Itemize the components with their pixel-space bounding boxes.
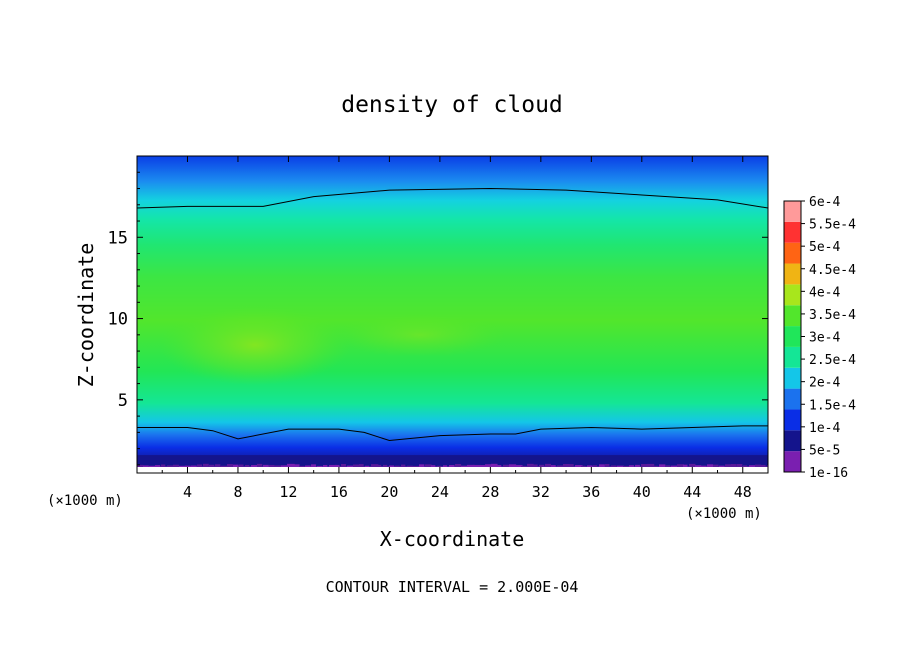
- colorbar-label: 3.5e-4: [809, 308, 856, 323]
- y-axis: 5 10 15: [108, 171, 768, 466]
- colorbar-label: 3e-4: [809, 331, 840, 346]
- colorbar-swatch: [784, 451, 801, 472]
- x-tick-label: 16: [330, 483, 348, 501]
- x-tick-label: 24: [431, 483, 449, 501]
- colorbar-label: 1.5e-4: [809, 398, 856, 413]
- contour-interval-note: CONTOUR INTERVAL = 2.000E-04: [326, 578, 579, 596]
- density-max-region: [160, 305, 350, 385]
- colorbar-swatch: [784, 284, 801, 306]
- x-tick-label: 8: [233, 483, 242, 501]
- contour-line-0: [137, 187, 768, 209]
- plot-area: [137, 156, 768, 473]
- y-tick-label: 5: [118, 391, 128, 411]
- surface-speck: [521, 465, 527, 469]
- colorbar-swatch: [784, 201, 801, 222]
- colorbar-label: 4e-4: [809, 285, 840, 300]
- x-tick-label: 48: [734, 483, 752, 501]
- x-tick-label: 20: [380, 483, 398, 501]
- colorbar-swatch: [784, 388, 801, 410]
- x-tick-label: 4: [183, 483, 192, 501]
- colorbar-label: 5e-5: [809, 443, 840, 458]
- colorbar-swatch: [784, 326, 801, 347]
- surface-speck: [317, 465, 323, 468]
- colorbar-label: 1e-4: [809, 421, 840, 436]
- x-tick-label: 40: [633, 483, 651, 501]
- plot-frame: [136, 155, 769, 474]
- x-unit-left: (×1000 m): [47, 493, 123, 509]
- contour-line-1: [137, 425, 768, 442]
- colorbar-swatch: [784, 367, 801, 389]
- colorbar-label: 6e-4: [809, 195, 840, 210]
- colorbar-label: 2e-4: [809, 376, 840, 391]
- colorbar-swatch: [784, 346, 801, 368]
- ground-gap: [137, 467, 768, 473]
- x-axis: 4 8 12 16 20 24 28 32 36 40 44 48: [161, 156, 752, 501]
- surface-speck: [299, 465, 305, 469]
- surface-speck: [623, 465, 630, 469]
- density-secondary-region: [335, 313, 505, 357]
- colorbar-label: 5e-4: [809, 240, 840, 255]
- surface-speck: [179, 465, 187, 469]
- colorbar-swatch: [784, 409, 801, 431]
- contour-lines: [137, 187, 768, 442]
- colorbar-label: 2.5e-4: [809, 353, 856, 368]
- surface-speck: [413, 465, 421, 468]
- x-axis-label: X-coordinate: [380, 527, 525, 551]
- colorbar-swatch: [784, 242, 801, 264]
- x-tick-label: 32: [532, 483, 550, 501]
- colorbar: 1e-16 5e-5 1e-4 1.5e-4 2e-4 2.5e-4 3e-4 3.5e-4 4…: [783, 195, 856, 481]
- chart-title: density of cloud: [341, 92, 563, 118]
- y-tick-label: 15: [108, 228, 128, 248]
- y-axis-label: Z-coordinate: [74, 243, 98, 388]
- y-tick-label: 10: [108, 310, 128, 330]
- surface-layer: [137, 455, 768, 473]
- x-tick-label: 12: [279, 483, 297, 501]
- colorbar-label: 1e-16: [809, 466, 848, 481]
- x-tick-label: 28: [481, 483, 499, 501]
- colorbar-swatch: [784, 221, 801, 243]
- colorbar-swatch: [784, 263, 801, 285]
- x-unit-right: (×1000 m): [686, 506, 762, 522]
- colorbar-label: 5.5e-4: [809, 218, 856, 233]
- colorbar-swatch: [784, 430, 801, 452]
- x-tick-label: 36: [582, 483, 600, 501]
- colorbar-label: 4.5e-4: [809, 263, 856, 278]
- x-tick-label: 44: [683, 483, 701, 501]
- colorbar-swatch: [784, 305, 801, 327]
